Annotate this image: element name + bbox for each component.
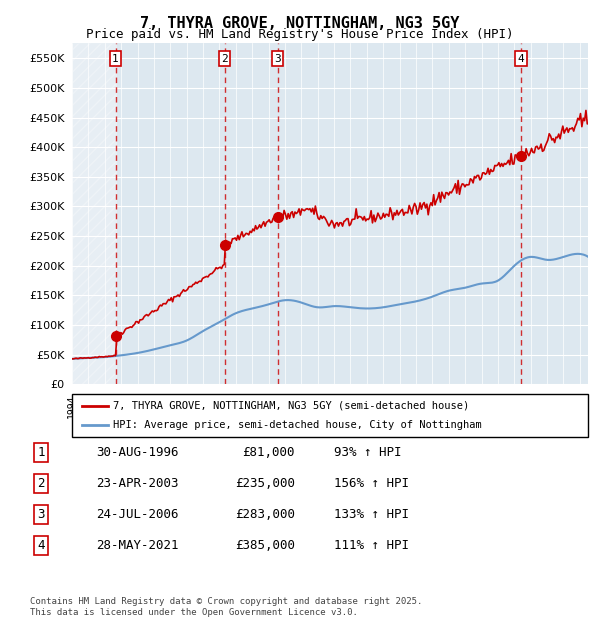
Text: 2: 2 (37, 477, 45, 490)
Text: 93% ↑ HPI: 93% ↑ HPI (334, 446, 401, 459)
Text: 28-MAY-2021: 28-MAY-2021 (96, 539, 179, 552)
Text: 4: 4 (518, 54, 524, 64)
Text: 2: 2 (221, 54, 228, 64)
Text: 7, THYRA GROVE, NOTTINGHAM, NG3 5GY: 7, THYRA GROVE, NOTTINGHAM, NG3 5GY (140, 16, 460, 30)
Text: HPI: Average price, semi-detached house, City of Nottingham: HPI: Average price, semi-detached house,… (113, 420, 482, 430)
Text: 4: 4 (37, 539, 45, 552)
Text: Contains HM Land Registry data © Crown copyright and database right 2025.
This d: Contains HM Land Registry data © Crown c… (30, 598, 422, 617)
Text: 7, THYRA GROVE, NOTTINGHAM, NG3 5GY (semi-detached house): 7, THYRA GROVE, NOTTINGHAM, NG3 5GY (sem… (113, 401, 470, 411)
Text: 156% ↑ HPI: 156% ↑ HPI (334, 477, 409, 490)
Text: 133% ↑ HPI: 133% ↑ HPI (334, 508, 409, 521)
Text: Price paid vs. HM Land Registry's House Price Index (HPI): Price paid vs. HM Land Registry's House … (86, 28, 514, 41)
FancyBboxPatch shape (72, 394, 588, 437)
Text: £283,000: £283,000 (235, 508, 295, 521)
Bar (72, 43, 116, 384)
Text: 3: 3 (37, 508, 45, 521)
Text: 1: 1 (37, 446, 45, 459)
Text: 23-APR-2003: 23-APR-2003 (96, 477, 179, 490)
Text: 1: 1 (112, 54, 119, 64)
Text: £81,000: £81,000 (242, 446, 295, 459)
Text: 3: 3 (274, 54, 281, 64)
Text: £385,000: £385,000 (235, 539, 295, 552)
Text: 24-JUL-2006: 24-JUL-2006 (96, 508, 179, 521)
Text: 111% ↑ HPI: 111% ↑ HPI (334, 539, 409, 552)
Text: 30-AUG-1996: 30-AUG-1996 (96, 446, 179, 459)
Text: £235,000: £235,000 (235, 477, 295, 490)
